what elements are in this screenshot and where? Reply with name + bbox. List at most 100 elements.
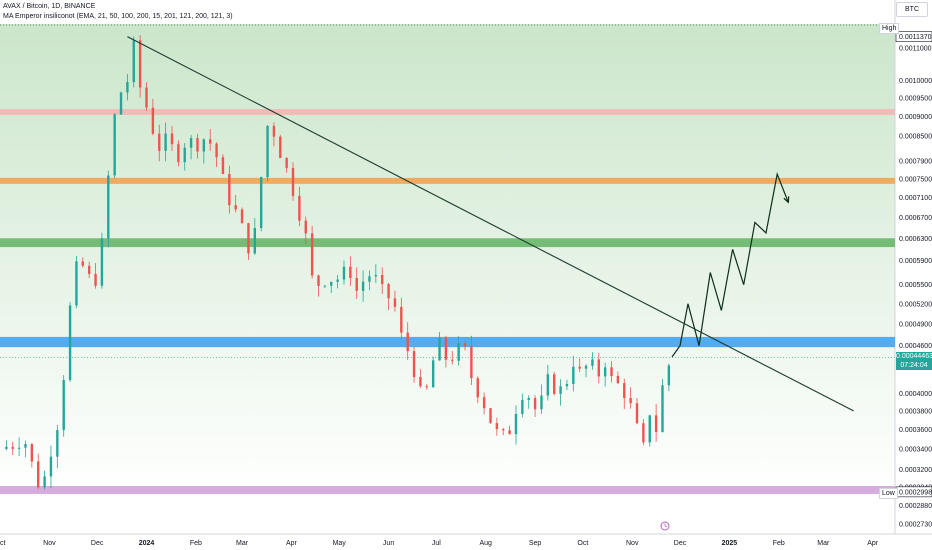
candle-body xyxy=(11,446,14,449)
candle-body xyxy=(667,365,671,386)
x-tick-label: Aug xyxy=(479,540,492,547)
y-tick-label: 0.0011000 xyxy=(899,45,932,52)
symbol-title[interactable]: AVAX / Bitcoin, 1D, BINANCE xyxy=(3,3,96,10)
candle-body xyxy=(623,383,626,398)
candle-body xyxy=(132,40,135,83)
candle-body xyxy=(138,40,142,88)
x-tick-label: Mar xyxy=(817,540,830,547)
candle-body xyxy=(387,283,390,299)
y-tick-label: 0.0006700 xyxy=(899,215,932,222)
candle-body xyxy=(654,415,658,433)
candle-body xyxy=(209,139,212,144)
zone-1 xyxy=(0,177,895,184)
candle-body xyxy=(75,261,78,306)
y-tick-label: 0.0005500 xyxy=(899,282,932,289)
y-tick-label: 0.0003200 xyxy=(899,467,932,474)
y-tick-label: 0.0007900 xyxy=(899,159,932,166)
x-tick-label: Apr xyxy=(867,540,879,547)
y-tick-label: 0.0005900 xyxy=(899,258,932,265)
y-tick-label: 0.0009000 xyxy=(899,114,932,121)
x-tick-label: Dec xyxy=(674,540,687,547)
time-axis[interactable]: Oct Nov Dec 2024 Feb Mar Apr May Jun Jul Aug Sep Oct… xyxy=(0,540,879,547)
candle-body xyxy=(502,429,505,431)
candle-body xyxy=(521,399,524,414)
projection-arrow-head xyxy=(783,196,790,204)
y-tick-label: 0.0009500 xyxy=(899,96,932,103)
candle-body xyxy=(177,144,180,163)
candle-body xyxy=(514,413,518,435)
candle-body xyxy=(145,87,148,108)
candle-body xyxy=(113,114,116,176)
candle-body xyxy=(272,125,276,137)
x-tick-label: Nov xyxy=(626,540,639,547)
candle-body xyxy=(425,386,428,388)
candle-body xyxy=(603,367,607,377)
y-tick-label: 0.0003600 xyxy=(899,427,932,434)
candle-body xyxy=(470,346,473,379)
candle-body xyxy=(559,386,562,394)
candle-body xyxy=(310,233,314,276)
candle-body xyxy=(323,285,327,287)
candle-body xyxy=(170,133,174,145)
zone-0 xyxy=(0,108,895,115)
candle-body xyxy=(533,398,537,410)
candle-body xyxy=(94,273,97,286)
plot-background xyxy=(0,24,895,494)
candle-body xyxy=(451,359,454,361)
candle-body xyxy=(5,446,8,449)
candle-body xyxy=(158,133,161,151)
projection-path xyxy=(671,172,789,358)
y-tick-label: 0.0004600 xyxy=(899,343,932,350)
candle-body xyxy=(291,167,295,196)
x-tick-label: Dec xyxy=(91,540,104,547)
candle-body xyxy=(431,360,435,388)
candle-body xyxy=(317,275,320,286)
candle-body xyxy=(196,138,199,152)
candle-body xyxy=(87,265,91,274)
candle-body xyxy=(342,266,346,280)
candle-body xyxy=(476,378,479,398)
currency-badge[interactable]: BTC xyxy=(896,2,928,17)
candle-body xyxy=(546,374,550,396)
candle-body xyxy=(228,174,231,206)
candle-body xyxy=(400,306,403,333)
candle-body xyxy=(56,430,59,457)
candle-body xyxy=(81,261,85,266)
high-tag: High xyxy=(879,22,900,34)
y-tick-label: 0.0005200 xyxy=(899,301,932,308)
candle-body xyxy=(330,281,333,286)
last-price-value: 0.00044463 xyxy=(896,353,932,361)
candle-body xyxy=(361,281,365,291)
candle-body xyxy=(62,379,65,431)
candle-body xyxy=(635,403,639,424)
candle-body xyxy=(552,374,556,394)
zone-3 xyxy=(0,336,895,348)
candle-body xyxy=(610,367,613,377)
y-tick-label: 0.0003800 xyxy=(899,408,932,415)
candle-body xyxy=(49,456,53,477)
candle-body xyxy=(68,305,72,380)
indicator-title[interactable]: MA Emperor insiliconot (EMA, 21, 50, 100… xyxy=(3,13,233,20)
price-label-text: 0.00029982 xyxy=(899,489,932,496)
candle-body xyxy=(444,337,448,360)
chart-legend: AVAX / Bitcoin, 1D, BINANCE MA Emperor i… xyxy=(3,2,233,22)
candle-body xyxy=(37,461,40,488)
candle-body xyxy=(253,227,257,254)
y-tick-label: 0.0007100 xyxy=(899,195,932,202)
candle-body xyxy=(247,223,250,254)
price-label-box xyxy=(895,31,932,42)
x-tick-label: May xyxy=(333,540,347,547)
candle-body xyxy=(355,277,358,291)
x-tick-label: Feb xyxy=(190,540,202,547)
candle-body xyxy=(482,397,486,409)
price-axis[interactable]: 0.0011000 0.0010000 0.0009500 0.0009000 0.00… xyxy=(895,31,932,529)
candle-body xyxy=(151,107,155,134)
candle-body xyxy=(285,158,288,168)
candle-body xyxy=(527,398,530,400)
candle-body xyxy=(495,423,499,430)
y-tick-label: 0.0002730 xyxy=(899,521,932,528)
clock-icon[interactable] xyxy=(660,521,670,531)
candle-body xyxy=(30,444,34,462)
candle-body xyxy=(240,209,244,224)
